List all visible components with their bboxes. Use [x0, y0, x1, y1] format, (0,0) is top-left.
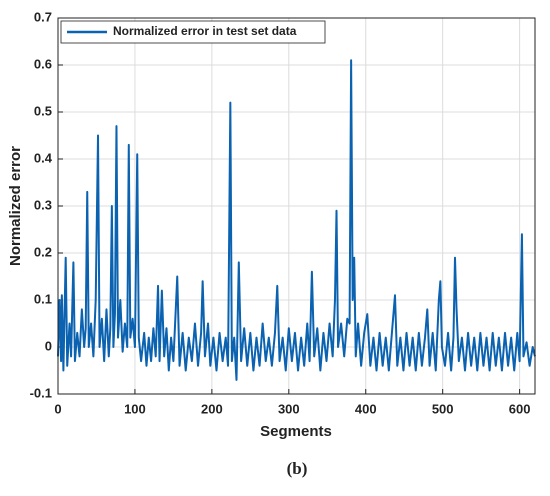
x-tick-label: 100 [124, 401, 146, 416]
x-tick-label: 200 [201, 401, 223, 416]
legend-box [60, 20, 326, 44]
x-tick-label: 300 [278, 401, 300, 416]
y-tick-label: 0.2 [34, 244, 52, 259]
caption: (b) [287, 459, 308, 478]
y-tick-label: 0.1 [34, 291, 52, 306]
plot-frame [57, 17, 536, 395]
legend-label: Normalized error in test set data [113, 24, 297, 38]
y-tick-label: -0.1 [30, 385, 52, 400]
x-tick-label: 0 [54, 401, 61, 416]
y-tick-label: 0.6 [34, 56, 52, 71]
data-line [57, 59, 536, 381]
y-tick-label: 0.3 [34, 197, 52, 212]
y-tick-label: 0.7 [34, 9, 52, 24]
x-tick-label: 600 [509, 401, 531, 416]
x-tick-label: 500 [432, 401, 454, 416]
y-tick-label: 0 [45, 338, 52, 353]
x-tick-label: 400 [355, 401, 377, 416]
y-tick-label: 0.5 [34, 103, 52, 118]
y-tick-label: 0.4 [34, 150, 53, 165]
y-axis-label: Normalized error [7, 146, 24, 266]
x-axis-label: Segments [260, 423, 332, 440]
